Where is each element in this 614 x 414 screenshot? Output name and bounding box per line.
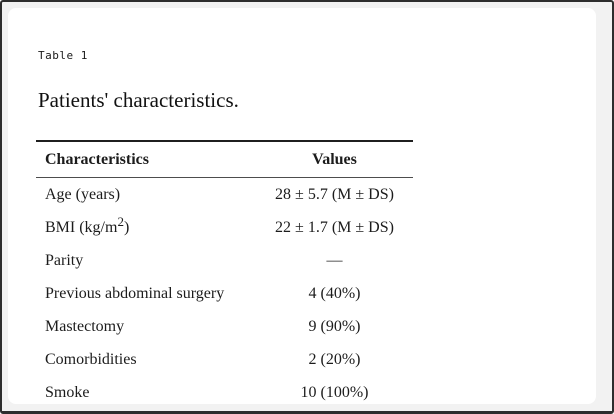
table-row: Comorbidities 2 (20%) — [36, 343, 413, 376]
row-label-text: Smoke — [45, 383, 90, 401]
row-label: Parity — [36, 252, 256, 270]
row-label: Age (years) — [36, 186, 256, 204]
row-value: 2 (20%) — [308, 350, 361, 368]
table-row: Mastectomy 9 (90%) — [36, 310, 413, 343]
table-header-row: Characteristics Values — [36, 142, 413, 178]
table-title: Patients' characteristics. — [38, 88, 239, 112]
row-value: 10 (100%) — [300, 383, 369, 401]
column-header-characteristics: Characteristics — [45, 150, 149, 168]
figure-label: Table 1 — [38, 49, 88, 62]
row-value: 28 ± 5.7 (M ± DS) — [275, 185, 394, 203]
document-card: Table 1 Patients' characteristics. Chara… — [8, 8, 596, 404]
row-value: 22 ± 1.7 (M ± DS) — [275, 218, 394, 236]
row-label-suffix: ) — [123, 218, 130, 236]
row-value: 9 (90%) — [308, 317, 361, 335]
row-label-text: Mastectomy — [45, 317, 125, 335]
table-row: Previous abdominal surgery 4 (40%) — [36, 277, 413, 310]
row-label-text: Comorbidities — [45, 350, 137, 368]
row-label: BMI (kg/m2) — [36, 215, 256, 237]
row-value: 4 (40%) — [308, 284, 361, 302]
row-label-text: Previous abdominal surgery — [45, 284, 225, 302]
table-row: Parity — — [36, 244, 413, 277]
row-label: Comorbidities — [36, 351, 256, 369]
table-row: Age (years) 28 ± 5.7 (M ± DS) — [36, 178, 413, 211]
row-value: — — [326, 251, 343, 269]
row-label-text: Age (years) — [45, 185, 121, 203]
column-header-values: Values — [312, 150, 357, 168]
row-label-text: Parity — [45, 251, 84, 269]
row-label: Mastectomy — [36, 318, 256, 336]
row-label: Previous abdominal surgery — [36, 285, 256, 303]
row-label: Smoke — [36, 384, 256, 402]
table-row: BMI (kg/m2) 22 ± 1.7 (M ± DS) — [36, 211, 413, 244]
table-row: Smoke 10 (100%) — [36, 376, 413, 404]
row-label-text: BMI (kg/m — [45, 218, 118, 236]
characteristics-table: Characteristics Values Age (years) 28 ± … — [36, 140, 413, 404]
row-label-superscript: 2 — [117, 213, 124, 229]
